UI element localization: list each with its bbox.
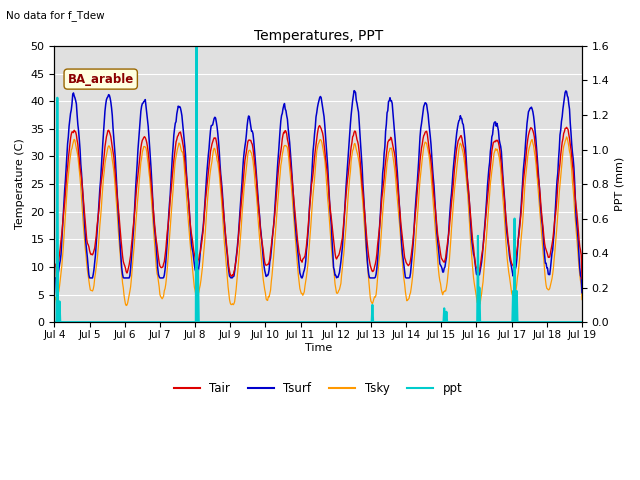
Legend: Tair, Tsurf, Tsky, ppt: Tair, Tsurf, Tsky, ppt <box>170 378 467 400</box>
X-axis label: Time: Time <box>305 343 332 352</box>
Y-axis label: PPT (mm): PPT (mm) <box>615 157 625 211</box>
Y-axis label: Temperature (C): Temperature (C) <box>15 139 25 229</box>
Text: No data for f_Tdew: No data for f_Tdew <box>6 10 105 21</box>
Text: BA_arable: BA_arable <box>68 72 134 85</box>
Title: Temperatures, PPT: Temperatures, PPT <box>253 29 383 43</box>
